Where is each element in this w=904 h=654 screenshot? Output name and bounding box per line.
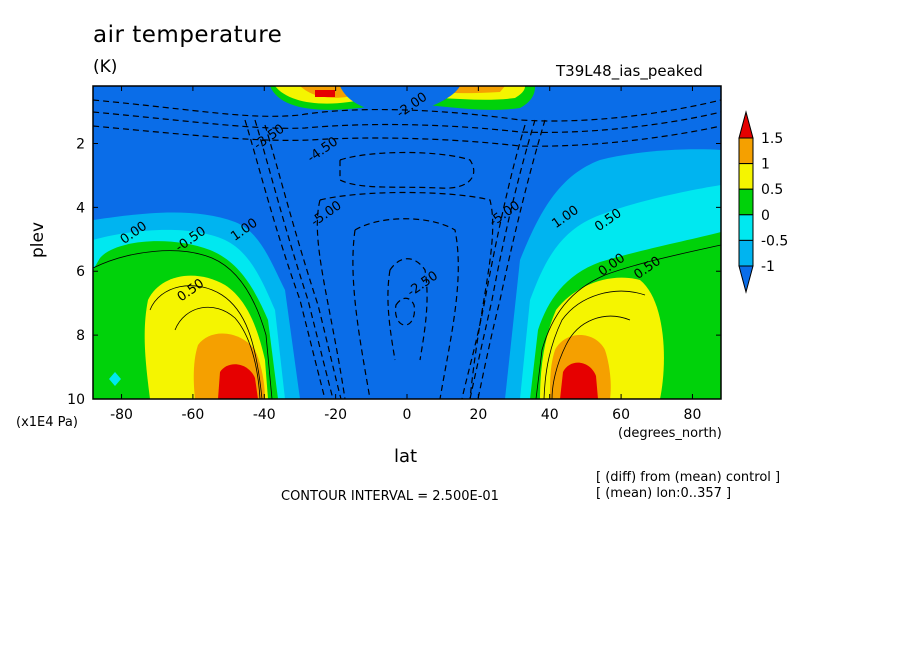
neg-contour	[244, 119, 326, 399]
contour-fill-group	[93, 86, 721, 399]
contour-interval: CONTOUR INTERVAL = 2.500E-01	[281, 489, 499, 504]
y-axis-units: (x1E4 Pa)	[16, 415, 78, 430]
neg-contour	[93, 99, 721, 122]
fill-diamond	[109, 372, 121, 386]
pos-contour	[174, 306, 261, 399]
colorbar: 1.5 1 0.5 0 -0.5 -1	[738, 110, 788, 294]
x-tick-label: -60	[181, 407, 204, 423]
colorbar-label: 0	[761, 208, 770, 224]
colorbar-label: 1	[761, 157, 770, 173]
colorbar-segment	[738, 188, 754, 216]
dashed-contour-lines	[93, 99, 721, 399]
y-tick-label: 2	[76, 136, 85, 152]
neg-contour	[316, 191, 494, 399]
x-tick-label: 40	[541, 407, 559, 423]
x-tick-label: 80	[684, 407, 702, 423]
neg-contour	[93, 111, 721, 133]
y-tick-label: 4	[76, 200, 85, 216]
x-tick-label: 0	[403, 407, 412, 423]
neg-contour	[93, 125, 721, 147]
x-tick-label: -40	[253, 407, 276, 423]
neg-contour	[254, 119, 334, 399]
pos-contour	[149, 285, 263, 399]
fill-band-15-right	[560, 362, 598, 399]
diff-note: [ (diff) from (mean) control ]	[596, 470, 781, 485]
colorbar-segment	[738, 137, 754, 165]
pos-contour	[543, 290, 646, 399]
colorbar-arrow-bottom	[738, 265, 754, 294]
neg-contour	[339, 151, 475, 189]
x-ticks-group: -80 -60 -40 -20 0 20 40 60 80	[110, 86, 701, 423]
neg-contour	[387, 258, 428, 361]
x-tick-label: -80	[110, 407, 133, 423]
neg-contour	[461, 124, 526, 399]
x-axis-units: (degrees_north)	[618, 426, 722, 441]
y-tick-label: 6	[76, 264, 85, 280]
pos-contour	[535, 244, 721, 399]
colorbar-label: 0.5	[761, 182, 783, 198]
colorbar-segment	[738, 214, 754, 241]
chart-units: (K)	[93, 57, 118, 77]
x-tick-label: 20	[469, 407, 487, 423]
y-tick-label: 8	[76, 328, 85, 344]
neg-contour	[469, 119, 536, 399]
y-ticks-group: 2 4 6 8 10	[67, 136, 721, 408]
colorbar-segment	[738, 239, 754, 267]
solid-contour-lines	[93, 244, 721, 399]
colorbar-label: -1	[761, 259, 775, 275]
pos-contour	[551, 315, 631, 399]
fill-top-blue	[340, 86, 460, 113]
neg-contour	[394, 297, 416, 326]
run-name: T39L48_ias_peaked	[556, 62, 703, 80]
neg-contour	[477, 119, 546, 399]
pos-contour	[93, 250, 273, 399]
x-tick-label: 60	[612, 407, 630, 423]
neg-contour	[352, 218, 459, 399]
x-tick-label: -20	[324, 407, 347, 423]
fill-band-15-left	[218, 364, 258, 399]
colorbar-label: -0.5	[761, 233, 788, 249]
fill-top-red-a	[315, 90, 335, 97]
neg-contour	[264, 124, 342, 399]
chart-title: air temperature	[93, 22, 283, 48]
y-tick-label: 10	[67, 392, 85, 408]
x-axis-label: lat	[394, 446, 418, 467]
colorbar-segment	[738, 163, 754, 190]
colorbar-arrow-top	[738, 110, 754, 139]
colorbar-label: 1.5	[761, 131, 783, 147]
mean-note: [ (mean) lon:0..357 ]	[596, 486, 732, 501]
